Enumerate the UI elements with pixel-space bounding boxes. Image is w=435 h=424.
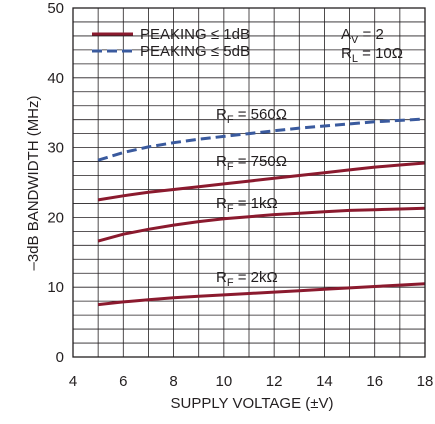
- legend-label-2: PEAKING ≤ 5dB: [140, 43, 250, 60]
- y-tick-label: 10: [47, 279, 64, 296]
- condition-rl: RL = 10Ω: [341, 45, 403, 65]
- series-label-750: RF = 750Ω: [216, 153, 287, 173]
- x-tick-label: 12: [266, 373, 283, 390]
- series-line-3: [97, 206, 426, 243]
- y-tick-label: 0: [56, 349, 64, 366]
- x-tick-label: 14: [316, 373, 333, 390]
- series-line-4: [97, 282, 426, 307]
- legend-label-1: PEAKING ≤ 1dB: [140, 26, 250, 43]
- y-tick-label: 50: [47, 0, 64, 17]
- legend: PEAKING ≤ 1dB PEAKING ≤ 5dB: [92, 26, 250, 60]
- condition-av: AV = 2: [341, 26, 384, 46]
- x-axis-label: SUPPLY VOLTAGE (±V): [170, 395, 333, 412]
- series-label-560: RF = 560Ω: [216, 106, 287, 126]
- series-lines: [97, 117, 426, 307]
- plot-frame: [72, 7, 426, 358]
- series-label-1k: RF = 1kΩ: [216, 195, 278, 215]
- x-tick-label: 4: [69, 373, 77, 390]
- tick-labels: 4 6 8 10 12 14 16 18 0 10 20 30 40 50: [47, 0, 433, 390]
- x-tick-label: 18: [417, 373, 434, 390]
- y-tick-label: 20: [47, 209, 64, 226]
- y-tick-label: 40: [47, 70, 64, 87]
- series-line-2: [97, 161, 426, 202]
- y-axis-label: –3dB BANDWIDTH (MHz): [25, 95, 42, 270]
- x-tick-label: 8: [169, 373, 177, 390]
- x-tick-label: 10: [216, 373, 233, 390]
- conditions-note: AV = 2 RL = 10Ω: [341, 26, 403, 65]
- series-label-2k: RF = 2kΩ: [216, 269, 278, 289]
- series-labels: RF = 560Ω RF = 750Ω RF = 1kΩ RF = 2kΩ: [216, 106, 287, 289]
- x-tick-label: 6: [119, 373, 127, 390]
- grid: [73, 8, 425, 357]
- x-tick-label: 16: [366, 373, 383, 390]
- y-tick-label: 30: [47, 140, 64, 157]
- series-line-1: [97, 117, 426, 162]
